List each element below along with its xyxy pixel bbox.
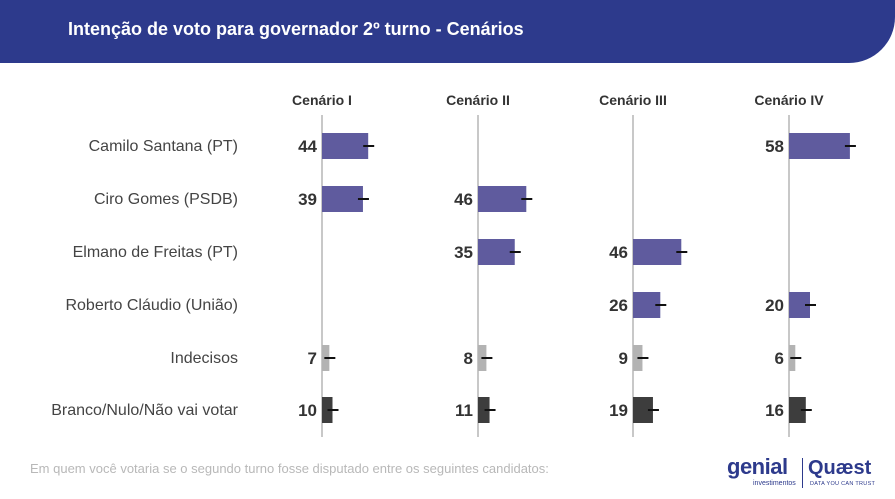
bar-cenario-i-ciro-gomes-psdb <box>322 186 363 212</box>
genial-logo-sub: investimentos <box>753 480 796 487</box>
bar-cenario-iv-branco-nulo-nao-vai-votar <box>789 397 806 423</box>
bar-cenario-iv-roberto-claudio-uniao-value-label: 20 <box>765 296 784 315</box>
series-header-cenario-i: Cenário I <box>292 92 352 108</box>
category-label-roberto-claudio-uniao: Roberto Cláudio (União) <box>65 297 238 314</box>
bar-cenario-ii-ciro-gomes-psdb <box>478 186 527 212</box>
bar-cenario-i-branco-nulo-nao-vai-votar-value-label: 10 <box>298 401 317 420</box>
bar-cenario-i-indecisos-value-label: 7 <box>308 349 317 368</box>
genial-logo-word: genial <box>727 454 788 479</box>
category-label-branco-nulo-nao-vai-votar: Branco/Nulo/Não vai votar <box>51 402 238 419</box>
bar-cenario-iv-branco-nulo-nao-vai-votar-value-label: 16 <box>765 401 784 420</box>
bar-cenario-ii-indecisos-value-label: 8 <box>464 349 473 368</box>
bar-cenario-iii-branco-nulo-nao-vai-votar <box>633 397 653 423</box>
bar-cenario-ii-ciro-gomes-psdb-value-label: 46 <box>454 190 473 209</box>
bar-cenario-ii-elmano-de-freitas-pt-value-label: 35 <box>454 243 473 262</box>
bar-cenario-iii-roberto-claudio-uniao-value-label: 26 <box>609 296 628 315</box>
quaest-logo-word: Quæst <box>808 457 872 479</box>
bar-cenario-iii-elmano-de-freitas-pt-value-label: 46 <box>609 243 628 262</box>
bar-cenario-iv-indecisos-value-label: 6 <box>775 349 784 368</box>
bar-chart: Cenário I Cenário II Cenário III Cenário IV… <box>51 92 856 437</box>
category-label-indecisos: Indecisos <box>170 350 238 367</box>
bar-cenario-ii-elmano-de-freitas-pt <box>478 239 515 265</box>
bar-cenario-iii-branco-nulo-nao-vai-votar-value-label: 19 <box>609 401 628 420</box>
category-label-camilo-santana-pt: Camilo Santana (PT) <box>89 138 238 155</box>
quaest-logo-sub: DATA YOU CAN TRUST <box>810 481 876 487</box>
bar-cenario-iv-roberto-claudio-uniao <box>789 292 810 318</box>
series-header-cenario-ii: Cenário II <box>446 92 510 108</box>
page-title: Intenção de voto para governador 2º turn… <box>68 19 524 39</box>
category-label-elmano-de-freitas-pt: Elmano de Freitas (PT) <box>73 244 238 261</box>
header-banner: Intenção de voto para governador 2º turn… <box>0 0 895 63</box>
logo-separator <box>802 458 803 488</box>
bar-cenario-iv-camilo-santana-pt-value-label: 58 <box>765 137 784 156</box>
category-label-ciro-gomes-psdb: Ciro Gomes (PSDB) <box>94 191 238 208</box>
series-header-cenario-iv: Cenário IV <box>754 92 824 108</box>
bar-cenario-i-ciro-gomes-psdb-value-label: 39 <box>298 190 317 209</box>
bar-cenario-iii-elmano-de-freitas-pt <box>633 239 682 265</box>
bar-cenario-iii-indecisos-value-label: 9 <box>619 349 628 368</box>
quaest-logo: Quæst DATA YOU CAN TRUST <box>808 455 888 491</box>
bar-cenario-i-camilo-santana-pt <box>322 133 369 159</box>
bar-cenario-ii-branco-nulo-nao-vai-votar-value-label: 11 <box>455 401 473 420</box>
question-footnote: Em quem você votaria se o segundo turno … <box>30 461 549 476</box>
series-header-cenario-iii: Cenário III <box>599 92 667 108</box>
bar-cenario-ii-branco-nulo-nao-vai-votar <box>478 397 490 423</box>
genial-logo: genial investimentos <box>727 455 799 491</box>
bar-cenario-iv-camilo-santana-pt <box>789 133 850 159</box>
bar-cenario-i-camilo-santana-pt-value-label: 44 <box>298 137 317 156</box>
bar-cenario-i-branco-nulo-nao-vai-votar <box>322 397 333 423</box>
